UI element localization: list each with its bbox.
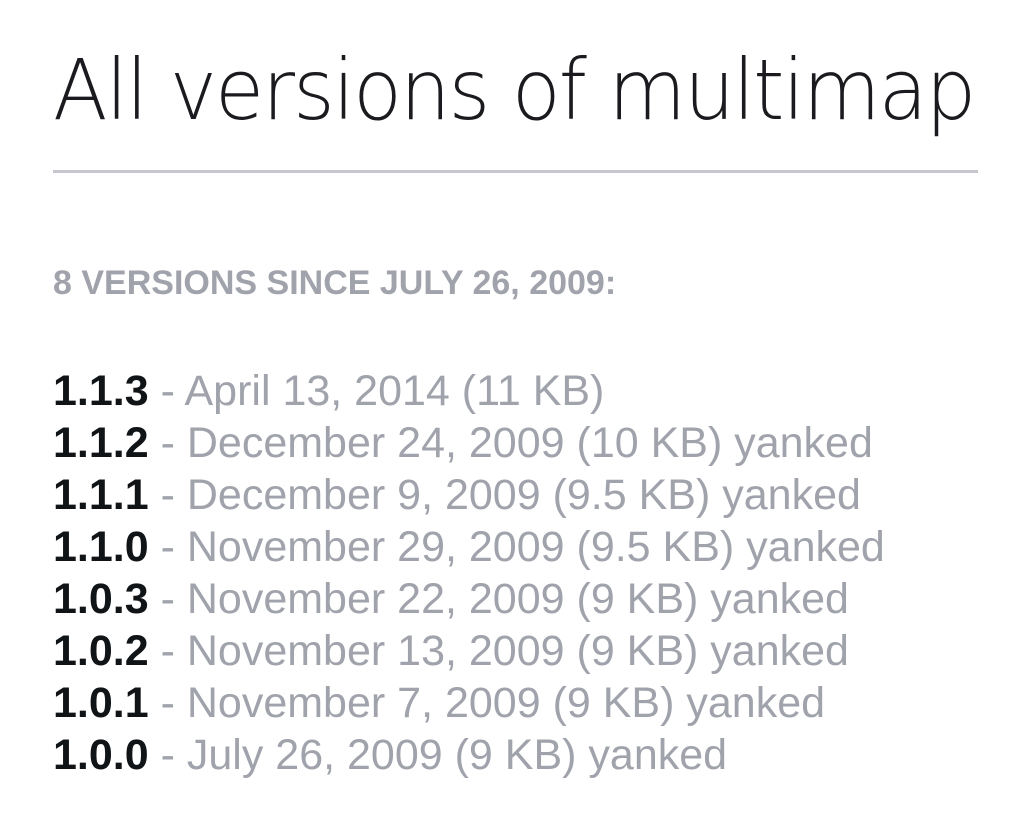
version-row: 1.1.3 - April 13, 2014 (11 KB)	[53, 365, 978, 417]
version-separator: -	[148, 731, 187, 779]
version-link[interactable]: 1.0.1	[53, 679, 149, 727]
version-link[interactable]: 1.1.2	[53, 419, 149, 467]
version-separator: -	[148, 419, 187, 467]
versions-summary: 8 VERSIONS SINCE JULY 26, 2009:	[53, 264, 617, 302]
version-date: November 29, 2009	[186, 523, 565, 571]
version-date: December 9, 2009	[186, 471, 541, 519]
version-date: July 26, 2009	[186, 731, 443, 779]
page-title: All versions of multimap	[53, 41, 976, 139]
version-size: (11 KB)	[449, 367, 605, 415]
version-row: 1.0.3 - November 22, 2009 (9 KB) yanked	[53, 573, 978, 625]
version-row: 1.0.1 - November 7, 2009 (9 KB) yanked	[53, 677, 978, 729]
version-separator: -	[148, 523, 187, 571]
version-separator: -	[148, 627, 187, 675]
version-status: yanked	[698, 575, 849, 623]
version-size: (9.5 KB)	[540, 471, 711, 519]
version-link[interactable]: 1.1.3	[53, 367, 149, 415]
version-size: (9 KB)	[540, 679, 675, 727]
version-row: 1.0.0 - July 26, 2009 (9 KB) yanked	[53, 729, 978, 781]
version-status: yanked	[734, 523, 885, 571]
version-date: November 22, 2009	[186, 575, 565, 623]
version-date: April 13, 2014	[184, 367, 450, 415]
version-separator: -	[148, 575, 187, 623]
version-status: yanked	[674, 679, 826, 727]
version-row: 1.1.1 - December 9, 2009 (9.5 KB) yanked	[53, 469, 978, 521]
version-link[interactable]: 1.0.3	[53, 575, 149, 623]
version-size: (9 KB)	[564, 627, 699, 675]
version-date: December 24, 2009	[186, 419, 565, 467]
version-status: yanked	[698, 627, 849, 675]
version-status: yanked	[576, 731, 728, 779]
version-size: (9.5 KB)	[564, 523, 735, 571]
version-link[interactable]: 1.1.0	[53, 523, 149, 571]
version-status: yanked	[722, 419, 873, 467]
version-link[interactable]: 1.0.0	[53, 731, 149, 779]
version-separator: -	[148, 367, 185, 415]
version-row: 1.0.2 - November 13, 2009 (9 KB) yanked	[53, 625, 978, 677]
version-date: November 7, 2009	[186, 679, 541, 727]
version-link[interactable]: 1.1.1	[53, 471, 149, 519]
title-divider	[53, 170, 978, 173]
version-link[interactable]: 1.0.2	[53, 627, 149, 675]
version-size: (10 KB)	[564, 419, 723, 467]
version-date: November 13, 2009	[186, 627, 565, 675]
version-separator: -	[148, 471, 187, 519]
version-size: (9 KB)	[442, 731, 577, 779]
version-row: 1.1.0 - November 29, 2009 (9.5 KB) yanke…	[53, 521, 978, 573]
version-row: 1.1.2 - December 24, 2009 (10 KB) yanked	[53, 417, 978, 469]
version-separator: -	[148, 679, 187, 727]
version-size: (9 KB)	[564, 575, 699, 623]
version-list: 1.1.3 - April 13, 2014 (11 KB) 1.1.2 - D…	[53, 365, 978, 781]
version-status: yanked	[710, 471, 861, 519]
